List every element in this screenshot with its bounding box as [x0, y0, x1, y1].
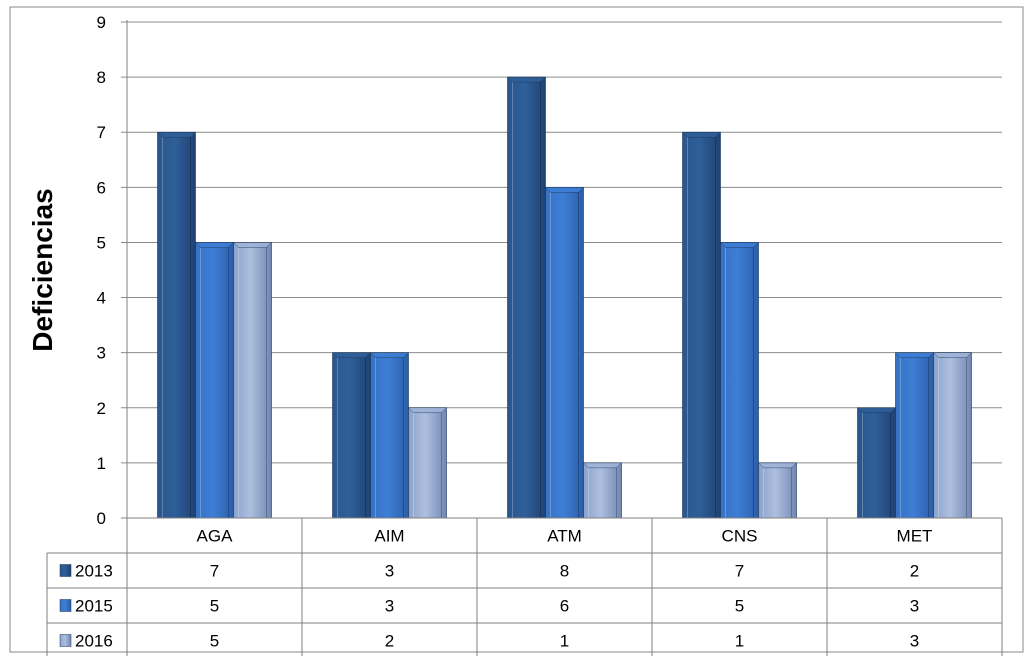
table-cell-value: 3 — [910, 632, 919, 651]
table-cell-value: 2 — [910, 562, 919, 581]
y-tick-label: 1 — [97, 454, 106, 473]
x-tick-label: ATM — [547, 527, 582, 546]
x-tick-label: CNS — [722, 527, 758, 546]
bar-top — [757, 462, 798, 469]
x-tick-label: AGA — [197, 527, 234, 546]
bar-2015-CNS — [719, 242, 760, 519]
bar-top — [232, 242, 273, 248]
bar — [408, 407, 447, 519]
y-tick-labels: 0 1 2 3 4 5 6 7 8 9 — [97, 13, 106, 528]
bar-top — [194, 242, 235, 248]
bar-top — [369, 352, 410, 358]
bar-2015-AGA — [194, 242, 235, 519]
bar — [583, 462, 622, 519]
table-cell-value: 7 — [210, 562, 219, 581]
bar-top — [856, 407, 897, 414]
bar — [720, 242, 759, 519]
bar-top — [544, 187, 585, 193]
table-cell-value: 5 — [735, 597, 744, 616]
table-cell-value: 3 — [385, 562, 394, 581]
y-tick-label: 5 — [97, 233, 106, 252]
y-tick-label: 6 — [97, 178, 106, 197]
bar — [895, 352, 934, 519]
bar-2013-AGA — [156, 131, 197, 519]
bar-2016-AIM — [407, 407, 448, 519]
y-tick-label: 8 — [97, 68, 106, 87]
x-tick-label: AIM — [374, 527, 404, 546]
table-cell-value: 5 — [210, 597, 219, 616]
bar-top — [932, 352, 973, 358]
bar-top — [894, 352, 935, 358]
bar-2016-MET — [932, 352, 973, 519]
bar — [157, 131, 196, 519]
bar — [233, 242, 272, 519]
legend-label: 2016 — [75, 632, 113, 651]
bars — [156, 76, 973, 519]
bar-top — [156, 131, 197, 138]
bar-top — [506, 76, 547, 83]
table-cell-value: 3 — [910, 597, 919, 616]
bar-top — [407, 407, 448, 414]
legend-key — [59, 634, 72, 647]
table-cell-value: 7 — [735, 562, 744, 581]
bar-2015-ATM — [544, 187, 585, 519]
legend-key — [59, 599, 72, 612]
data-table: AGA AIM ATM CNS MET 2013 7 3 8 7 2 2015 5 3 6 5 3 2016 5 2 1… — [46, 517, 1003, 656]
legend-label: 2013 — [75, 562, 113, 581]
bar — [507, 76, 546, 519]
table-cell-value: 3 — [385, 597, 394, 616]
y-tick-label: 0 — [97, 509, 106, 528]
table-cell-value: 1 — [560, 632, 569, 651]
y-tick-label: 7 — [97, 123, 106, 142]
y-tick-label: 4 — [97, 289, 106, 308]
bar — [933, 352, 972, 519]
bar-2015-MET — [894, 352, 935, 519]
bar-top — [331, 352, 372, 358]
bar — [195, 242, 234, 519]
legend-key — [59, 564, 72, 577]
bar-2015-AIM — [369, 352, 410, 519]
bar-2013-CNS — [681, 131, 722, 519]
table-cell-value: 8 — [560, 562, 569, 581]
bar-top — [582, 462, 623, 469]
bar-2013-MET — [856, 407, 897, 519]
bar — [545, 187, 584, 519]
chart-frame — [9, 6, 1024, 653]
y-tick-label: 3 — [97, 344, 106, 363]
table-cell-value: 2 — [385, 632, 394, 651]
bar-2016-AGA — [232, 242, 273, 519]
bar — [332, 352, 371, 519]
bar — [758, 462, 797, 519]
bar-2013-ATM — [506, 76, 547, 519]
bar-2016-CNS — [757, 462, 798, 519]
bar-2013-AIM — [331, 352, 372, 519]
bar-top — [719, 242, 760, 248]
bar — [857, 407, 896, 519]
y-axis-label: Deficiencias — [27, 188, 58, 351]
y-tick-label: 9 — [97, 13, 106, 32]
x-tick-label: MET — [897, 527, 933, 546]
table-cell-value: 1 — [735, 632, 744, 651]
table-cell-value: 5 — [210, 632, 219, 651]
bar — [370, 352, 409, 519]
table-cell-value: 6 — [560, 597, 569, 616]
legend-label: 2015 — [75, 597, 113, 616]
bar-2016-ATM — [582, 462, 623, 519]
bar-top — [681, 131, 722, 138]
y-tick-label: 2 — [97, 399, 106, 418]
bar — [682, 131, 721, 519]
